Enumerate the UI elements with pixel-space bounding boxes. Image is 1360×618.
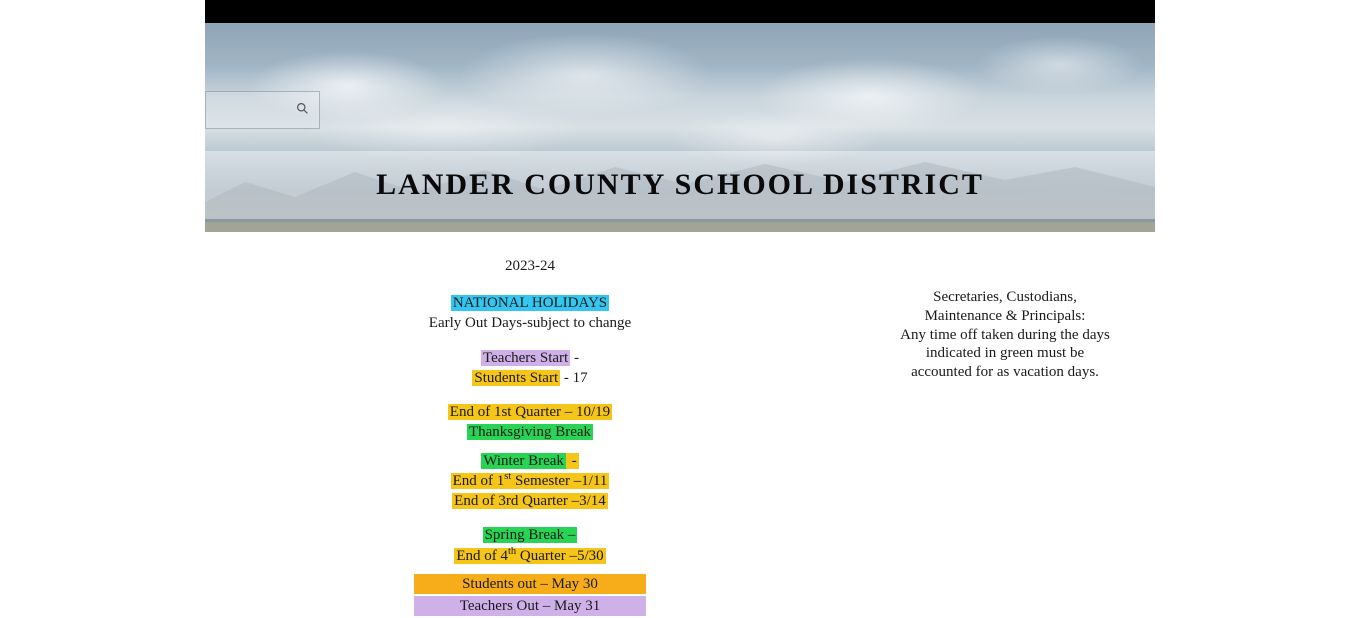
content-area: 2023-24 NATIONAL HOLIDAYS Early Out Days…	[205, 250, 1155, 618]
students-out: Students out – May 30	[414, 574, 646, 594]
school-year: 2023-24	[205, 258, 855, 275]
hero-banner: LANDER COUNTY SCHOOL DISTRICT	[205, 23, 1155, 232]
spring-q4-block: Spring Break – End of 4th Quarter –5/30	[205, 525, 855, 566]
out-dates-block: Students out – May 30 Teachers Out – May…	[205, 574, 855, 618]
teachers-start: Teachers Start	[481, 350, 570, 366]
spring-break: Spring Break –	[483, 527, 578, 543]
national-holidays-label: NATIONAL HOLIDAYS	[451, 295, 609, 311]
q1-thanksgiving-block: End of 1st Quarter – 10/19 Thanksgiving …	[205, 402, 855, 443]
calendar-column: 2023-24 NATIONAL HOLIDAYS Early Out Days…	[205, 250, 855, 618]
top-black-bar	[205, 0, 1155, 23]
thanksgiving-break: Thanksgiving Break	[467, 424, 593, 440]
search-icon	[296, 102, 309, 119]
q4-pre: End of 4	[456, 548, 508, 564]
notice-line-1: Secretaries, Custodians,	[855, 288, 1155, 307]
q1-end: End of 1st Quarter – 10/19	[448, 404, 612, 420]
early-out-note: Early Out Days-subject to change	[429, 315, 631, 331]
site-title: LANDER COUNTY SCHOOL DISTRICT	[376, 168, 984, 202]
notice-line-3: Any time off taken during the days	[855, 326, 1155, 345]
winter-sem1-q3-block: Winter Break - End of 1st Semester –1/11…	[205, 451, 855, 512]
notice-column: Secretaries, Custodians, Maintenance & P…	[855, 250, 1155, 618]
sem1-pre: End of 1	[453, 473, 505, 489]
q4-post: Quarter –5/30	[516, 548, 603, 564]
students-start: Students Start	[472, 370, 560, 386]
sem1-end: End of 1st Semester –1/11	[451, 473, 610, 489]
winter-break-sep: -	[566, 453, 579, 469]
teachers-out: Teachers Out – May 31	[414, 596, 646, 616]
students-start-suffix: - 17	[560, 370, 588, 386]
winter-break: Winter Break	[481, 453, 566, 469]
search-box[interactable]	[205, 91, 320, 129]
q3-end: End of 3rd Quarter –3/14	[452, 493, 608, 509]
notice-line-5: accounted for as vacation days.	[855, 363, 1155, 382]
holidays-block: NATIONAL HOLIDAYS Early Out Days-subject…	[205, 293, 855, 334]
q4-sup: th	[508, 546, 516, 557]
start-dates-block: Teachers Start - Students Start - 17	[205, 348, 855, 389]
sem1-post: Semester –1/11	[511, 473, 607, 489]
notice-line-4: indicated in green must be	[855, 344, 1155, 363]
teachers-start-sep: -	[570, 350, 579, 366]
title-band: LANDER COUNTY SCHOOL DISTRICT	[205, 151, 1155, 219]
q4-end: End of 4th Quarter –5/30	[454, 548, 605, 564]
notice-line-2: Maintenance & Principals:	[855, 307, 1155, 326]
